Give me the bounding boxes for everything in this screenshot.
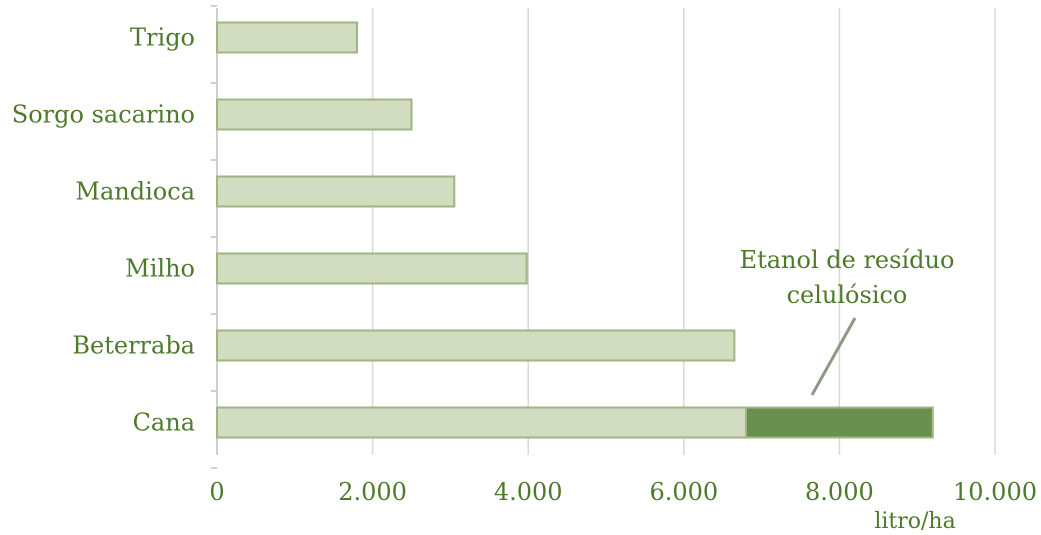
category-label: Cana [133, 409, 195, 437]
category-label: Milho [125, 255, 195, 283]
bar-beterraba [216, 329, 736, 362]
bar-cana [216, 406, 748, 439]
gridlines [371, 8, 996, 455]
x-axis-unit-label: litro/ha [874, 509, 955, 534]
bar-mandioca [216, 175, 456, 208]
x-tick-label: 8.000 [805, 478, 874, 506]
bar-trigo [216, 21, 359, 54]
annotation: Etanol de resíduo celulósico [740, 246, 955, 396]
bar-sorgo-sacarino [216, 98, 413, 131]
x-tick-label: 4.000 [494, 478, 563, 506]
bar-milho [216, 252, 528, 285]
y-axis [211, 5, 218, 469]
x-tick-label: 6.000 [649, 478, 718, 506]
category-label: Sorgo sacarino [12, 101, 195, 129]
annotation-line-2: celulósico [787, 281, 908, 309]
category-label: Mandioca [75, 178, 195, 206]
category-label: Beterraba [72, 332, 195, 360]
annotation-line-1: Etanol de resíduo [740, 246, 955, 274]
category-label: Trigo [130, 24, 195, 52]
annotation-leader-line [810, 317, 857, 396]
bars [216, 21, 934, 439]
x-tick-label: 0 [209, 478, 224, 506]
category-labels: Trigo Sorgo sacarino Mandioca Milho Beterrab… [12, 24, 195, 437]
bar-segment-celulosico [745, 406, 934, 439]
x-tick-label: 2.000 [338, 478, 407, 506]
x-tick-labels: 0 2.000 4.000 6.000 8.000 10.000 [209, 478, 1037, 506]
x-tick-label: 10.000 [953, 478, 1037, 506]
